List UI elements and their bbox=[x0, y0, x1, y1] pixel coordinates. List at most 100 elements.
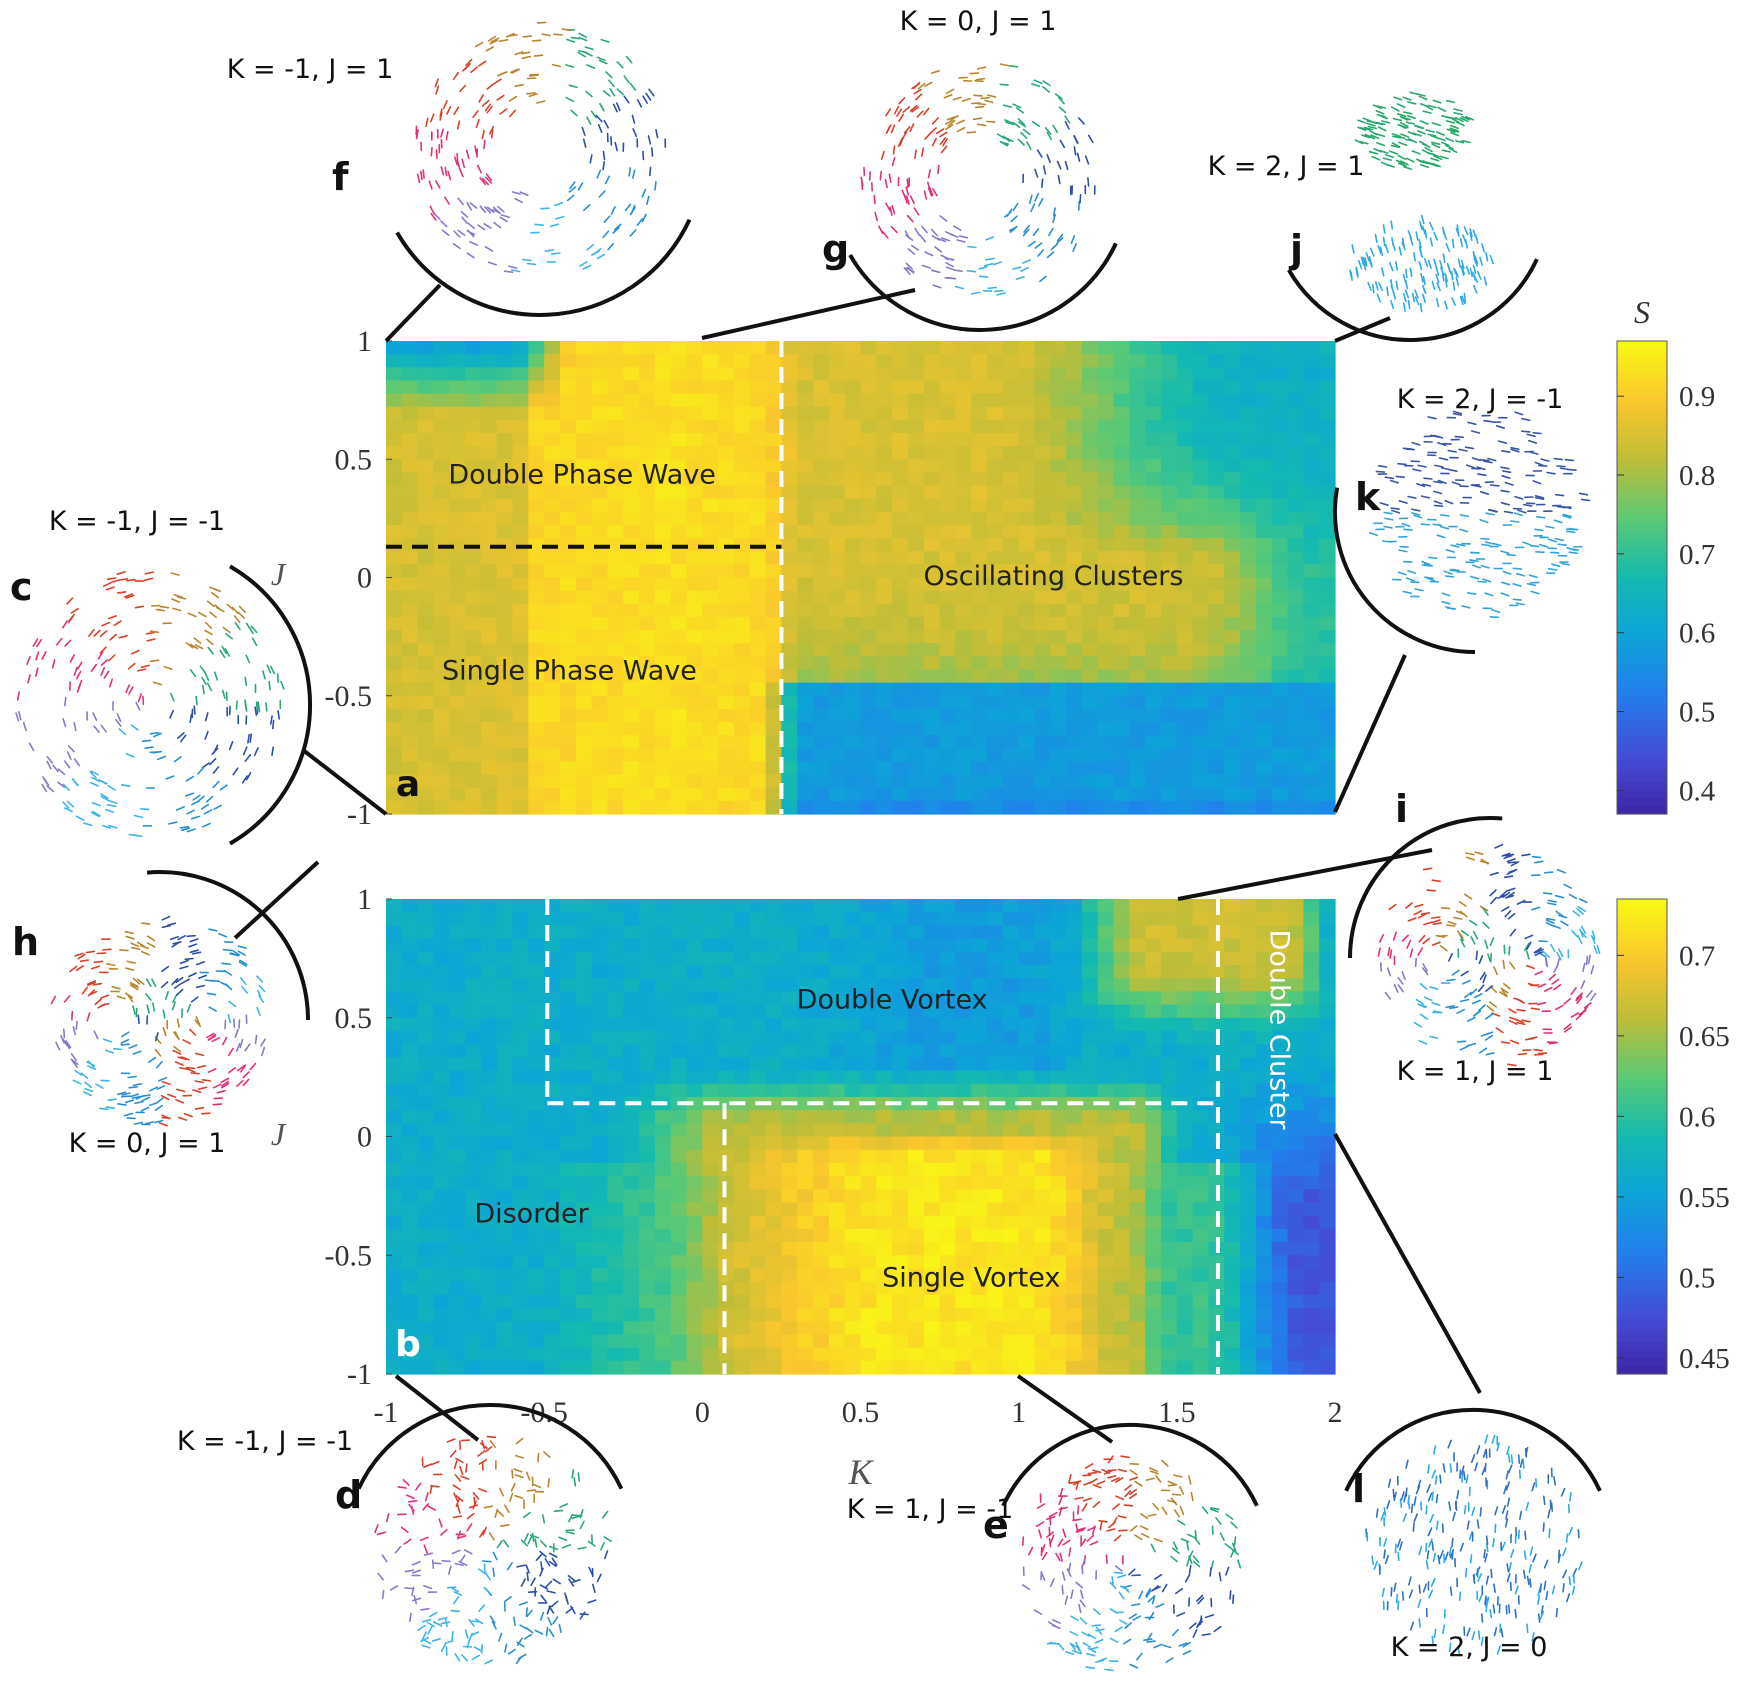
heatmap-cell bbox=[1208, 472, 1224, 486]
heatmap-cell bbox=[1272, 1295, 1288, 1309]
heatmap-cell bbox=[592, 420, 608, 434]
heatmap-cell bbox=[1114, 1268, 1130, 1282]
heatmap-cell bbox=[1303, 1176, 1319, 1190]
heatmap-cell bbox=[623, 1282, 639, 1296]
heatmap-cell bbox=[402, 1202, 418, 1216]
heatmap-cell bbox=[1272, 735, 1288, 749]
heatmap-cell bbox=[1240, 1361, 1256, 1375]
heatmap-cell bbox=[1303, 341, 1319, 355]
heatmap-cell bbox=[528, 912, 544, 926]
heatmap-cell bbox=[1240, 1005, 1256, 1019]
heatmap-cell bbox=[1177, 735, 1193, 749]
particle-arrow bbox=[484, 224, 491, 228]
heatmap-cell bbox=[861, 1229, 877, 1243]
region-label: Double Vortex bbox=[797, 985, 988, 1016]
heatmap-cell bbox=[924, 775, 940, 789]
heatmap-cell bbox=[1129, 761, 1145, 775]
heatmap-cell bbox=[1288, 578, 1304, 592]
heatmap-cell bbox=[449, 1150, 465, 1164]
particle-arrow bbox=[925, 83, 932, 87]
heatmap-cell bbox=[1256, 1255, 1272, 1269]
heatmap-cell bbox=[1288, 367, 1304, 381]
heatmap-cell bbox=[418, 696, 434, 710]
heatmap-cell bbox=[955, 1071, 971, 1085]
heatmap-cell bbox=[940, 1321, 956, 1335]
heatmap-cell bbox=[1240, 354, 1256, 368]
colorbar-cell bbox=[1617, 609, 1667, 617]
heatmap-cell bbox=[481, 525, 497, 539]
particle-arrow bbox=[500, 109, 507, 114]
heatmap-cell bbox=[829, 952, 845, 966]
heatmap-cell bbox=[924, 656, 940, 670]
heatmap-cell bbox=[1019, 341, 1035, 355]
heatmap-cell bbox=[813, 1348, 829, 1362]
heatmap-cell bbox=[1319, 459, 1335, 473]
heatmap-cell bbox=[1177, 1268, 1193, 1282]
y-tick-label: -0.5 bbox=[325, 680, 373, 713]
heatmap-cell bbox=[1019, 1018, 1035, 1032]
heatmap-cell bbox=[718, 394, 734, 408]
heatmap-cell bbox=[386, 1057, 402, 1071]
heatmap-cell bbox=[940, 735, 956, 749]
particle-arrow bbox=[880, 172, 881, 180]
heatmap-cell bbox=[1066, 965, 1082, 979]
heatmap-cell bbox=[940, 407, 956, 421]
heatmap-cell bbox=[687, 564, 703, 578]
heatmap-cell bbox=[1224, 1242, 1240, 1256]
heatmap-cell bbox=[655, 446, 671, 460]
heatmap-cell bbox=[1019, 722, 1035, 736]
heatmap-cell bbox=[845, 1229, 861, 1243]
heatmap-cell bbox=[750, 939, 766, 953]
y-axis-label: J bbox=[271, 556, 287, 592]
heatmap-cell bbox=[892, 912, 908, 926]
heatmap-cell bbox=[449, 748, 465, 762]
heatmap-cell bbox=[576, 1255, 592, 1269]
heatmap-cell bbox=[1272, 656, 1288, 670]
heatmap-cell bbox=[386, 1044, 402, 1058]
heatmap-cell bbox=[702, 525, 718, 539]
heatmap-cell bbox=[876, 1321, 892, 1335]
heatmap-cell bbox=[924, 1071, 940, 1085]
heatmap-cell bbox=[560, 551, 576, 565]
heatmap-cell bbox=[528, 1163, 544, 1177]
particle-arrow bbox=[968, 271, 976, 272]
heatmap-cell bbox=[829, 801, 845, 815]
heatmap-cell bbox=[481, 1150, 497, 1164]
heatmap-cell bbox=[655, 1295, 671, 1309]
heatmap-cell bbox=[528, 407, 544, 421]
heatmap-cell bbox=[402, 1031, 418, 1045]
heatmap-cell bbox=[1066, 1242, 1082, 1256]
heatmap-cell bbox=[655, 1242, 671, 1256]
heatmap-cell bbox=[639, 1071, 655, 1085]
heatmap-cell bbox=[1303, 604, 1319, 618]
colorbar-cell bbox=[1617, 365, 1667, 373]
heatmap-cell bbox=[908, 1057, 924, 1071]
heatmap-cell bbox=[687, 709, 703, 723]
heatmap-cell bbox=[1114, 1163, 1130, 1177]
heatmap-cell bbox=[924, 735, 940, 749]
heatmap-cell bbox=[592, 446, 608, 460]
heatmap-cell bbox=[1098, 525, 1114, 539]
heatmap-cell bbox=[1034, 1071, 1050, 1085]
heatmap-cell bbox=[781, 801, 797, 815]
heatmap-cell bbox=[1256, 643, 1272, 657]
heatmap-cell bbox=[892, 1361, 908, 1375]
heatmap-cell bbox=[1003, 446, 1019, 460]
heatmap-cell bbox=[418, 1308, 434, 1322]
heatmap-cell bbox=[576, 420, 592, 434]
heatmap-cell bbox=[1256, 472, 1272, 486]
heatmap-cell bbox=[1303, 433, 1319, 447]
heatmap-cell bbox=[1193, 367, 1209, 381]
particle-arrow bbox=[489, 262, 497, 265]
heatmap-cell bbox=[750, 1150, 766, 1164]
heatmap-cell bbox=[449, 367, 465, 381]
heatmap-cell bbox=[750, 1005, 766, 1019]
heatmap-cell bbox=[750, 1268, 766, 1282]
heatmap-cell bbox=[1082, 486, 1098, 500]
heatmap-cell bbox=[639, 354, 655, 368]
heatmap-cell bbox=[781, 1282, 797, 1296]
heatmap-cell bbox=[781, 775, 797, 789]
heatmap-cell bbox=[1224, 1202, 1240, 1216]
heatmap-cell bbox=[1272, 788, 1288, 802]
heatmap-cell bbox=[1224, 788, 1240, 802]
